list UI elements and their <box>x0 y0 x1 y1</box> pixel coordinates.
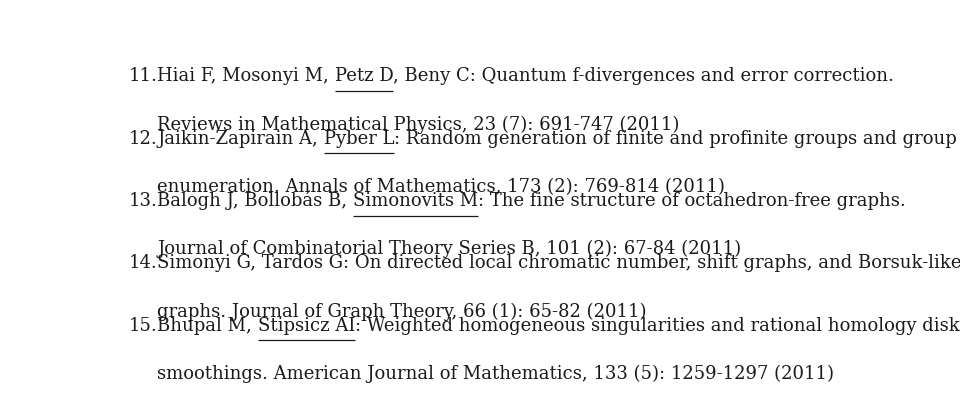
Text: Balogh J, Bollobás B,: Balogh J, Bollobás B, <box>157 191 353 210</box>
Text: enumeration. Annals of Mathematics, 173 (2): 769-814 (2011): enumeration. Annals of Mathematics, 173 … <box>157 178 725 196</box>
Text: Petz D: Petz D <box>335 67 394 85</box>
Text: Jaikin-Zapirain A,: Jaikin-Zapirain A, <box>157 130 324 148</box>
Text: Journal of Combinatorial Theory Series B, 101 (2): 67-84 (2011): Journal of Combinatorial Theory Series B… <box>157 240 741 258</box>
Text: 15.: 15. <box>129 317 157 335</box>
Text: graphs. Journal of Graph Theory, 66 (1): 65-82 (2011): graphs. Journal of Graph Theory, 66 (1):… <box>157 303 647 321</box>
Text: : The fine structure of octahedron-free graphs.: : The fine structure of octahedron-free … <box>478 192 906 210</box>
Text: Pyber L: Pyber L <box>324 130 395 148</box>
Text: : Random generation of finite and profinite groups and group: : Random generation of finite and profin… <box>395 130 957 148</box>
Text: Reviews in Mathematical Physics, 23 (7): 691-747 (2011): Reviews in Mathematical Physics, 23 (7):… <box>157 115 680 134</box>
Text: Stipsicz AI: Stipsicz AI <box>257 317 355 335</box>
Text: 11.: 11. <box>129 67 157 85</box>
Text: 13.: 13. <box>129 192 157 210</box>
Text: Simonovits M: Simonovits M <box>353 192 478 210</box>
Text: Bhupal M,: Bhupal M, <box>157 317 257 335</box>
Text: Simonyi G, Tardos G: On directed local chromatic number, shift graphs, and Borsu: Simonyi G, Tardos G: On directed local c… <box>157 254 960 273</box>
Text: , Beny C: Quantum f-divergences and error correction.: , Beny C: Quantum f-divergences and erro… <box>394 67 895 85</box>
Text: : Weighted homogeneous singularities and rational homology disk: : Weighted homogeneous singularities and… <box>355 317 960 335</box>
Text: 12.: 12. <box>129 130 157 148</box>
Text: Hiai F, Mosonyi M,: Hiai F, Mosonyi M, <box>157 67 335 85</box>
Text: 14.: 14. <box>129 254 157 273</box>
Text: smoothings. American Journal of Mathematics, 133 (5): 1259-1297 (2011): smoothings. American Journal of Mathemat… <box>157 365 834 383</box>
